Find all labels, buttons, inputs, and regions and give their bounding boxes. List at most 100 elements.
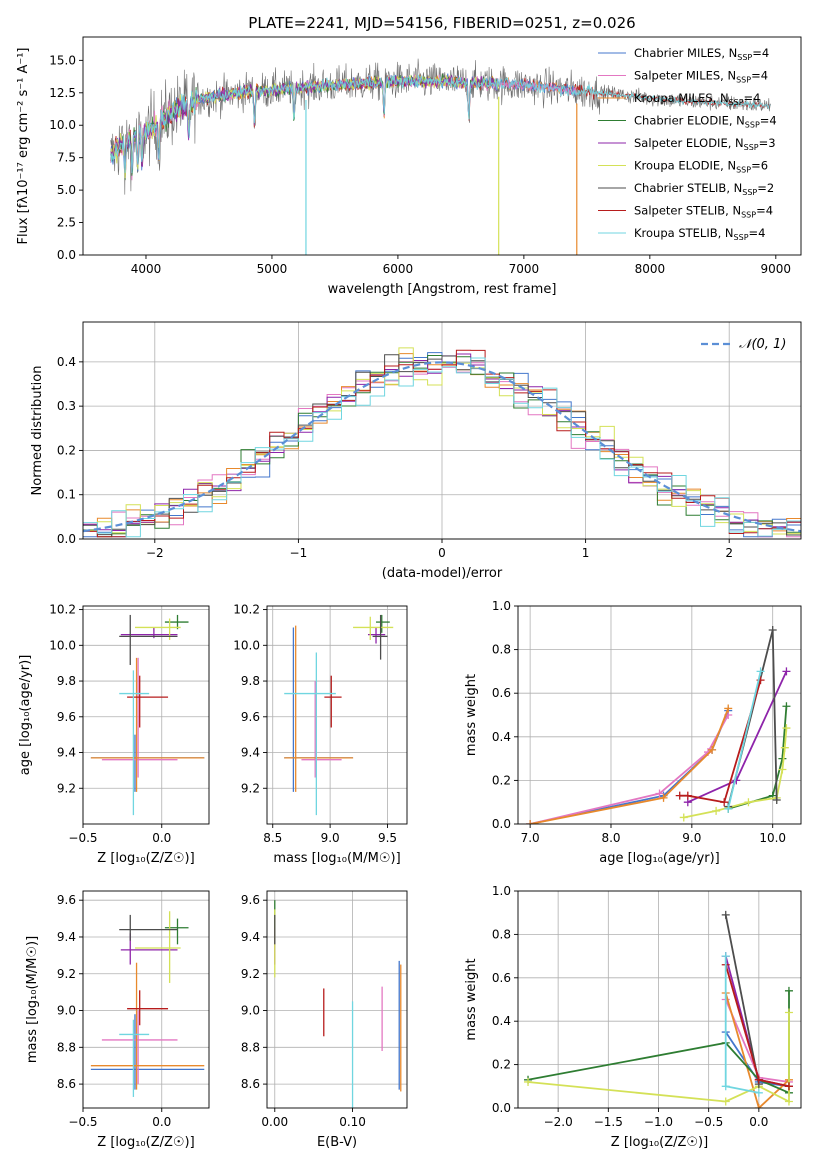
x-tick-label: −1.0 — [644, 1115, 673, 1129]
panel-massweight_vs_age: 7.0 8.0 9.0 10.0 0.0 0.2 0.4 0.6 0.8 1.0 age [log₁… — [464, 599, 802, 866]
y-tick-label: 9.0 — [57, 1004, 76, 1018]
legend-entry: Salpeter STELIB, NSSP=4 — [634, 204, 773, 220]
x-tick-label: 0.0 — [749, 1115, 768, 1129]
point-marker — [721, 952, 730, 961]
legend-entry: Chabrier STELIB, NSSP=2 — [634, 181, 774, 197]
point-marker — [679, 813, 688, 822]
point-marker — [659, 793, 668, 802]
panel-mass_vs_Z: −0.5 0.0 8.6 8.8 9.0 9.2 9.4 9.6 Z [log₁₀(Z/Z☉)]… — [25, 890, 210, 1150]
point-marker — [675, 791, 684, 800]
x-tick-label: −0.5 — [694, 1115, 723, 1129]
point-marker — [524, 1077, 533, 1086]
y-tick-label: 0.4 — [57, 355, 76, 369]
legend-suffix: =3 — [759, 136, 776, 150]
panel-age_vs_mass: 8.5 9.0 9.5 9.2 9.4 9.6 9.8 10.0 10.2 mass [log₁₀… — [233, 603, 408, 866]
mass-weight-line-salpeter-miles — [529, 714, 729, 824]
y-axis-label: mass weight — [464, 674, 479, 756]
legend-suffix: =4 — [752, 46, 769, 60]
plot-area — [274, 900, 402, 1108]
mass-weight-line-kroupa-stelib — [727, 671, 762, 809]
point-marker — [754, 1075, 763, 1084]
y-axis-label: mass [log₁₀(M/M☉)] — [25, 936, 40, 1063]
point-marker — [778, 765, 787, 774]
y-tick-label: 0.6 — [492, 971, 511, 985]
point-marker — [784, 1097, 793, 1106]
y-tick-label: 8.8 — [241, 1040, 260, 1054]
legend-name: Kroupa MILES, N — [634, 91, 729, 105]
panel-spectrum: 4000 5000 6000 7000 8000 9000 0.0 2.5 5.0 7.5 10.0… — [16, 36, 802, 297]
legend-entry: Salpeter ELODIE, NSSP=3 — [634, 136, 776, 152]
axes-frame — [266, 890, 408, 1109]
plot-area — [526, 625, 791, 824]
y-tick-label: 9.6 — [241, 893, 260, 907]
legend-sub: SSP — [737, 53, 752, 62]
legend-sub: SSP — [736, 166, 751, 175]
point-marker — [721, 1097, 730, 1106]
y-tick-label: 0.1 — [57, 488, 76, 502]
y-tick-label: 9.8 — [57, 674, 76, 688]
x-tick-label: −2 — [146, 546, 164, 560]
point-marker — [784, 1082, 793, 1091]
y-tick-label: 9.2 — [57, 967, 76, 981]
y-axis-label: age [log₁₀(age/yr)] — [18, 655, 33, 776]
x-tick-label: 0 — [438, 546, 446, 560]
point-marker — [780, 743, 789, 752]
y-tick-label: 0.8 — [492, 643, 511, 657]
x-tick-label: 0.10 — [339, 1115, 366, 1129]
legend-sub: SSP — [729, 98, 744, 107]
point-marker — [782, 667, 791, 676]
y-tick-label: 9.0 — [241, 1004, 260, 1018]
x-tick-label: −0.5 — [68, 831, 97, 845]
point-marker — [754, 1088, 763, 1097]
model-line-kroupa-stelib — [110, 74, 771, 174]
y-tick-label: 0.0 — [57, 248, 76, 262]
point-marker — [526, 820, 535, 824]
legend-entry: Kroupa MILES, NSSP=4 — [634, 91, 760, 107]
x-axis-label: Z [log₁₀(Z/Z☉)] — [97, 851, 194, 866]
legend-sub: SSP — [741, 211, 756, 220]
legend-entry: Kroupa ELODIE, NSSP=6 — [634, 159, 768, 175]
y-tick-label: 10.2 — [233, 603, 260, 617]
y-tick-label: 0.0 — [57, 532, 76, 546]
x-tick-label: 9.0 — [682, 831, 701, 845]
y-tick-label: 9.2 — [57, 781, 76, 795]
point-marker — [744, 798, 753, 807]
axes-frame — [517, 890, 802, 1109]
x-axis-label: age [log₁₀(age/yr)] — [599, 851, 720, 866]
normal-pdf-curve — [83, 361, 801, 533]
y-tick-label: 10.2 — [49, 603, 76, 617]
y-tick-label: 0.4 — [492, 1014, 511, 1028]
point-marker — [754, 1104, 763, 1108]
x-tick-label: 9.0 — [321, 831, 340, 845]
y-tick-label: 8.6 — [57, 1077, 76, 1091]
point-marker — [721, 910, 730, 919]
point-marker — [784, 986, 793, 995]
mass-weight-line-chabrier-stelib — [724, 914, 760, 1085]
x-tick-label: 8.0 — [601, 831, 620, 845]
legend-suffix: =4 — [749, 226, 766, 240]
point-marker — [782, 724, 791, 733]
y-tick-label: 2.5 — [57, 216, 76, 230]
mass-weight-line-kroupa-elodie — [683, 728, 788, 819]
y-tick-label: 1.0 — [492, 599, 511, 613]
legend-sub: SSP — [734, 233, 749, 242]
legend-entry: Salpeter MILES, NSSP=4 — [634, 69, 768, 85]
x-tick-label: −1 — [290, 546, 308, 560]
panel-mass_vs_ebv: 0.00 0.10 8.6 8.8 9.0 9.2 9.4 9.6 E(B-V) — [241, 890, 408, 1150]
y-axis-label: mass weight — [464, 958, 479, 1040]
y-tick-label: 15.0 — [49, 53, 76, 67]
legend-name: Salpeter ELODIE, N — [634, 136, 744, 150]
legend-sub: SSP — [744, 143, 759, 152]
panel-residuals: −2 −1 0 1 2 0.0 0.1 0.2 0.3 0.4 (data-model)/error… — [30, 321, 802, 581]
mass-weight-line-kroupa-miles — [724, 992, 790, 1108]
point-marker — [772, 796, 781, 805]
y-tick-label: 0.8 — [492, 927, 511, 941]
x-axis-label: Z [log₁₀(Z/Z☉)] — [97, 1135, 194, 1150]
y-tick-label: 7.5 — [57, 151, 76, 165]
x-tick-label: 0.0 — [152, 831, 171, 845]
legend-suffix: =4 — [760, 114, 777, 128]
y-tick-label: 0.2 — [57, 443, 76, 457]
point-marker — [756, 667, 765, 676]
axes-frame — [82, 36, 802, 256]
y-tick-label: 9.4 — [57, 930, 76, 944]
